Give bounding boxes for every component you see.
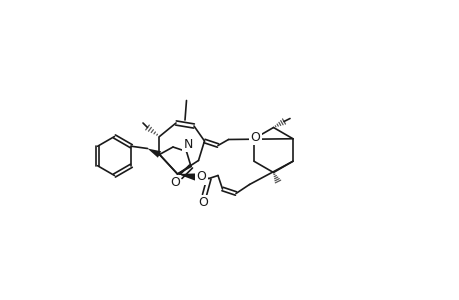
Text: N: N: [183, 137, 192, 151]
Text: O: O: [196, 170, 206, 184]
Text: O: O: [170, 176, 179, 189]
Text: O: O: [198, 196, 207, 209]
Polygon shape: [147, 148, 161, 158]
Text: O: O: [250, 131, 260, 144]
Polygon shape: [177, 173, 196, 181]
